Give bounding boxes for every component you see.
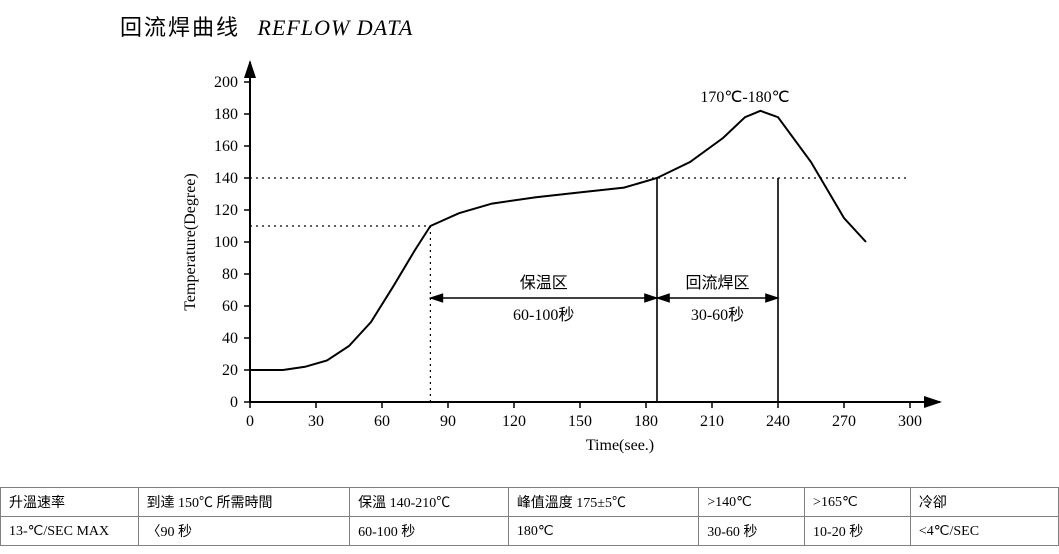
x-tick-label: 300 — [898, 413, 922, 430]
x-tick-label: 90 — [440, 413, 456, 430]
table-cell: 峰值溫度 175±5℃ — [508, 488, 698, 517]
x-tick-label: 30 — [308, 413, 324, 430]
table-cell: 〈90 秒 — [138, 517, 350, 546]
chart-svg: 0 20 40 60 80 100 120 140 160 180 200 0 30 60 90 120 150… — [0, 42, 1059, 482]
table-cell: >140℃ — [699, 488, 805, 517]
y-tick-label: 80 — [222, 266, 238, 283]
soak-zone-title: 保温区 — [520, 274, 568, 292]
reflow-chart: 0 20 40 60 80 100 120 140 160 180 200 0 30 60 90 120 150… — [0, 42, 1059, 487]
x-tick-label: 150 — [568, 413, 592, 430]
page-title: 回流焊曲线 REFLOW DATA — [0, 0, 1059, 42]
table-cell: 180℃ — [508, 517, 698, 546]
x-tick-label: 210 — [700, 413, 724, 430]
table-cell: 保溫 140-210℃ — [350, 488, 509, 517]
x-tick-label: 60 — [374, 413, 390, 430]
x-tick-label: 180 — [634, 413, 658, 430]
table-cell: 冷卻 — [910, 488, 1058, 517]
y-tick-label: 180 — [214, 106, 238, 123]
table-cell: 60-100 秒 — [350, 517, 509, 546]
table-cell: 13-℃/SEC MAX — [1, 517, 139, 546]
x-tick-label: 0 — [246, 413, 254, 430]
x-tick-label: 270 — [832, 413, 856, 430]
table-row: 升溫速率到達 150℃ 所需時間保溫 140-210℃峰值溫度 175±5℃>1… — [1, 488, 1059, 517]
y-axis-label: Temperature(Degree) — [182, 173, 199, 310]
y-tick-label: 140 — [214, 170, 238, 187]
y-tick-label: 120 — [214, 202, 238, 219]
y-tick-label: 60 — [222, 298, 238, 315]
reflow-zone-title: 回流焊区 — [685, 274, 749, 292]
reflow-curve — [250, 111, 866, 370]
y-tick-label: 20 — [222, 362, 238, 379]
soak-zone-sub: 60-100秒 — [513, 306, 574, 324]
reflow-zone-sub: 30-60秒 — [691, 306, 744, 324]
y-tick-label: 40 — [222, 330, 238, 347]
y-tick-label: 200 — [214, 74, 238, 91]
reflow-data-table: 升溫速率到達 150℃ 所需時間保溫 140-210℃峰值溫度 175±5℃>1… — [0, 487, 1059, 546]
x-tick-label: 240 — [766, 413, 790, 430]
table-cell: 到達 150℃ 所需時間 — [138, 488, 350, 517]
y-tick-label: 160 — [214, 138, 238, 155]
table-cell: 30-60 秒 — [699, 517, 805, 546]
table-cell: >165℃ — [805, 488, 911, 517]
x-tick-label: 120 — [502, 413, 526, 430]
table-cell: 10-20 秒 — [805, 517, 911, 546]
table-cell: 升溫速率 — [1, 488, 139, 517]
table-cell: <4℃/SEC — [910, 517, 1058, 546]
y-tick-label: 100 — [214, 234, 238, 251]
peak-label: 170℃-180℃ — [700, 89, 789, 106]
table-row: 13-℃/SEC MAX〈90 秒60-100 秒180℃30-60 秒10-2… — [1, 517, 1059, 546]
x-axis-label: Time(see.) — [586, 437, 654, 454]
title-en: REFLOW DATA — [258, 15, 414, 40]
y-tick-label: 0 — [230, 394, 238, 411]
title-cn: 回流焊曲线 — [120, 15, 240, 40]
